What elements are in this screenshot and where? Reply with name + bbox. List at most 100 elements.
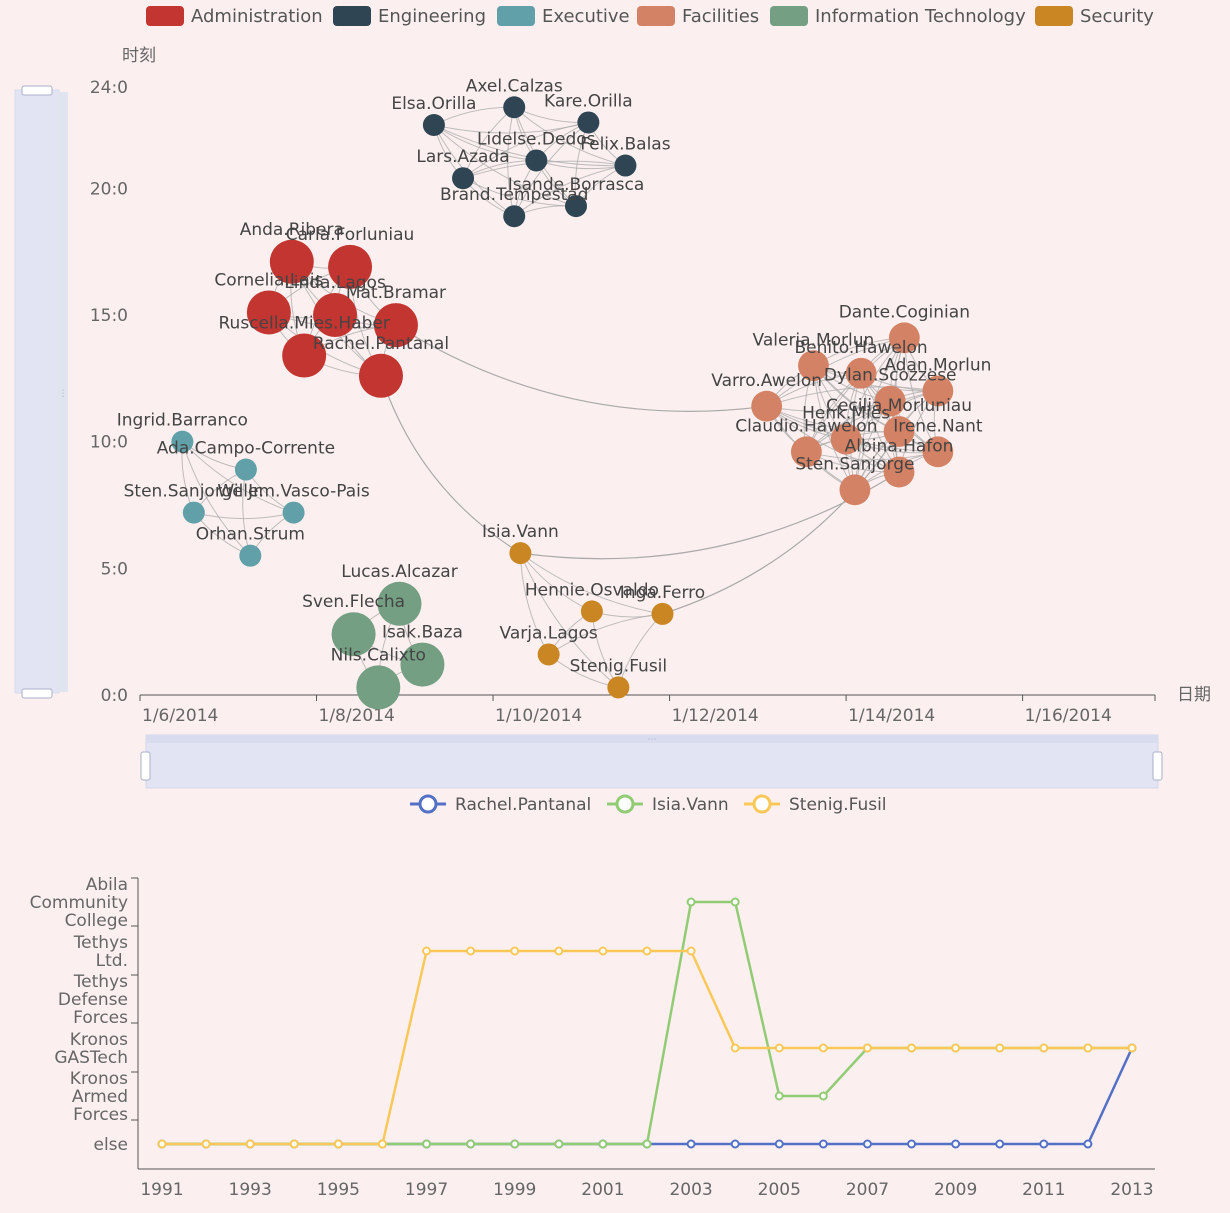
node-cornelia-lais[interactable] bbox=[246, 290, 291, 335]
node-isak-baza[interactable] bbox=[400, 642, 445, 687]
series-point[interactable] bbox=[554, 946, 564, 956]
node-mat-bramar[interactable] bbox=[373, 303, 418, 348]
series-point[interactable] bbox=[333, 1139, 343, 1149]
series-point[interactable] bbox=[466, 1139, 476, 1149]
node-lars-azada[interactable] bbox=[452, 167, 475, 190]
series-point[interactable] bbox=[510, 946, 520, 956]
x-zoom-slider[interactable]: ⋯ bbox=[140, 734, 1163, 789]
series-point[interactable] bbox=[818, 1091, 828, 1101]
x-zoom-handle-left[interactable] bbox=[140, 751, 151, 781]
node-dylan-scozzese[interactable] bbox=[874, 385, 906, 417]
series-point[interactable] bbox=[686, 946, 696, 956]
series-point[interactable] bbox=[1039, 1043, 1049, 1053]
node-dante-coginian[interactable] bbox=[888, 322, 920, 354]
series-point[interactable] bbox=[642, 946, 652, 956]
series-point[interactable] bbox=[422, 946, 432, 956]
line-legend-item-rachel-pantanal[interactable]: Rachel.Pantanal bbox=[410, 794, 591, 815]
node-henk-mies[interactable] bbox=[830, 423, 862, 455]
series-point[interactable] bbox=[907, 1043, 917, 1053]
series-point[interactable] bbox=[642, 1139, 652, 1149]
legend-item-facilities[interactable]: Facilities bbox=[637, 6, 759, 27]
node-brand-tempestad[interactable] bbox=[503, 205, 526, 228]
series-point[interactable] bbox=[422, 1139, 432, 1149]
node-felix-balas[interactable] bbox=[614, 154, 637, 177]
node-sven-flecha[interactable] bbox=[331, 612, 376, 657]
series-point[interactable] bbox=[862, 1139, 872, 1149]
series-point[interactable] bbox=[1127, 1043, 1137, 1053]
node-adan-morlun[interactable] bbox=[922, 375, 954, 407]
series-point[interactable] bbox=[730, 1043, 740, 1053]
node-hennie-osvaldo[interactable] bbox=[580, 600, 603, 623]
series-point[interactable] bbox=[862, 1043, 872, 1053]
node-irene-nant[interactable] bbox=[922, 436, 954, 468]
node-ingrid-barranco[interactable] bbox=[171, 430, 194, 453]
node-varja-lagos[interactable] bbox=[537, 643, 560, 666]
node-carla-forluniau[interactable] bbox=[328, 244, 373, 289]
y-zoom-handle-top[interactable] bbox=[21, 85, 53, 96]
node-linda-lagos[interactable] bbox=[313, 293, 358, 337]
series-point[interactable] bbox=[245, 1139, 255, 1149]
node-ruscella-mies-haber[interactable] bbox=[282, 333, 327, 378]
line-legend-item-stenig-fusil[interactable]: Stenig.Fusil bbox=[744, 794, 887, 815]
series-point[interactable] bbox=[1039, 1139, 1049, 1149]
node-orhan-strum[interactable] bbox=[239, 544, 262, 567]
series-point[interactable] bbox=[774, 1091, 784, 1101]
series-point[interactable] bbox=[774, 1043, 784, 1053]
series-point[interactable] bbox=[995, 1139, 1005, 1149]
node-willem-vasco-pais[interactable] bbox=[282, 501, 305, 524]
node-claudio-hawelon[interactable] bbox=[790, 436, 822, 468]
series-point[interactable] bbox=[466, 946, 476, 956]
node-ada-campo-corrente[interactable] bbox=[234, 458, 257, 481]
node-stenig-fusil[interactable] bbox=[607, 676, 630, 699]
legend-item-executive[interactable]: Executive bbox=[497, 6, 630, 27]
node-axel-calzas[interactable] bbox=[503, 96, 526, 119]
node-isia-vann[interactable] bbox=[509, 542, 532, 565]
legend-item-administration[interactable]: Administration bbox=[146, 6, 323, 27]
series-point[interactable] bbox=[951, 1043, 961, 1053]
node-inga-ferro[interactable] bbox=[651, 602, 674, 625]
series-point[interactable] bbox=[554, 1139, 564, 1149]
node-lidelse-dedos[interactable] bbox=[525, 149, 548, 172]
series-point[interactable] bbox=[289, 1139, 299, 1149]
series-point[interactable] bbox=[995, 1043, 1005, 1053]
series-point[interactable] bbox=[774, 1139, 784, 1149]
x-zoom-handle-right[interactable] bbox=[1152, 751, 1163, 781]
series-point[interactable] bbox=[1083, 1043, 1093, 1053]
series-point[interactable] bbox=[510, 1139, 520, 1149]
node-valeria-morlun[interactable] bbox=[798, 350, 829, 382]
node-sten-sanjorge[interactable] bbox=[839, 474, 871, 506]
node-elsa-orilla[interactable] bbox=[422, 114, 445, 136]
series-point[interactable] bbox=[598, 1139, 608, 1149]
legend-item-security[interactable]: Security bbox=[1035, 6, 1154, 27]
x-axis-title: 日期 bbox=[1177, 685, 1211, 705]
node-isande-borrasca[interactable] bbox=[565, 195, 588, 218]
series-point[interactable] bbox=[201, 1139, 211, 1149]
y-zoom-slider[interactable]: ⋮ bbox=[14, 85, 68, 699]
series-point[interactable] bbox=[818, 1139, 828, 1149]
series-point[interactable] bbox=[730, 897, 740, 907]
series-point[interactable] bbox=[1083, 1139, 1093, 1149]
y-zoom-handle-bottom[interactable] bbox=[21, 688, 53, 699]
series-point[interactable] bbox=[157, 1139, 167, 1149]
series-point[interactable] bbox=[598, 946, 608, 956]
node-kare-orilla[interactable] bbox=[577, 111, 600, 134]
series-point[interactable] bbox=[730, 1139, 740, 1149]
line-legend-item-isia-vann[interactable]: Isia.Vann bbox=[607, 794, 729, 815]
legend-item-engineering[interactable]: Engineering bbox=[333, 6, 486, 27]
node-sten-sanjorge-jr[interactable] bbox=[182, 501, 205, 524]
series-point[interactable] bbox=[907, 1139, 917, 1149]
node-varro-awelon[interactable] bbox=[751, 390, 783, 422]
series-point[interactable] bbox=[686, 897, 696, 907]
node-anda-ribera[interactable] bbox=[269, 239, 314, 284]
series-point[interactable] bbox=[818, 1043, 828, 1053]
series-point[interactable] bbox=[377, 1139, 387, 1149]
node-lucas-alcazar[interactable] bbox=[377, 581, 422, 626]
legend-item-information-technology[interactable]: Information Technology bbox=[770, 6, 1026, 27]
series-point[interactable] bbox=[686, 1139, 696, 1149]
node-nils-calixto[interactable] bbox=[356, 665, 401, 710]
node-benito-hawelon[interactable] bbox=[845, 357, 877, 389]
series-point[interactable] bbox=[951, 1139, 961, 1149]
node-cecilia-morluniau[interactable] bbox=[883, 416, 915, 447]
node-albina-hafon[interactable] bbox=[883, 456, 915, 488]
node-rachel-pantanal[interactable] bbox=[358, 353, 403, 398]
